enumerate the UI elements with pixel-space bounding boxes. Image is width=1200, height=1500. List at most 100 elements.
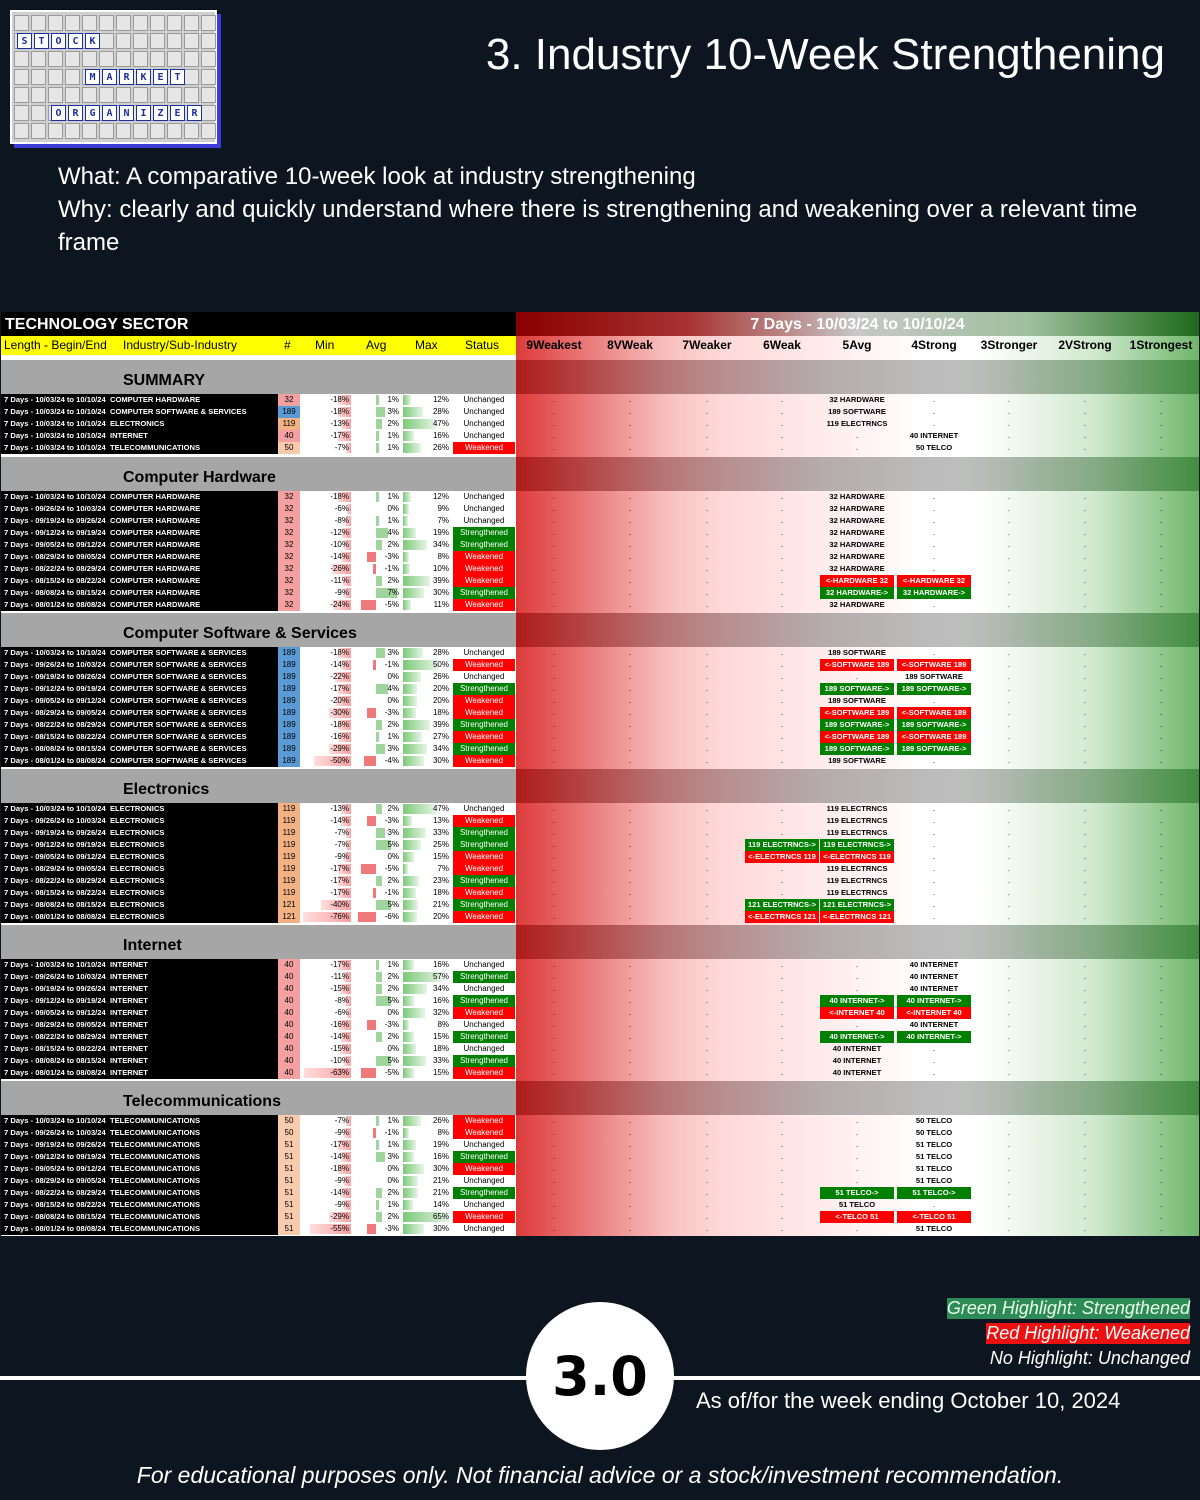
row-status: Unchanged bbox=[463, 984, 505, 993]
min-bar bbox=[344, 852, 351, 862]
row-period: 7 Days - 10/03/24 to 10/10/24 ELECTRONIC… bbox=[1, 418, 278, 430]
empty-cell-dot: . bbox=[1083, 1152, 1087, 1161]
empty-cell-dot: . bbox=[1083, 564, 1087, 573]
empty-cell-dot: . bbox=[628, 564, 632, 573]
min-bar bbox=[337, 648, 351, 658]
empty-cell-dot: . bbox=[1007, 1188, 1011, 1197]
empty-cell-dot: . bbox=[1083, 516, 1087, 525]
row-period: 7 Days - 10/03/24 to 10/10/24 COMPUTER H… bbox=[1, 394, 278, 406]
empty-cell-dot: . bbox=[780, 564, 784, 573]
table-row: 7 Days - 09/05/24 to 09/12/24 COMPUTER S… bbox=[1, 695, 1199, 707]
empty-cell-dot: . bbox=[552, 900, 556, 909]
empty-cell-dot: . bbox=[705, 588, 709, 597]
empty-cell-dot: . bbox=[552, 1020, 556, 1029]
row-count: 51 bbox=[278, 1163, 300, 1175]
avg-value: 1% bbox=[387, 732, 399, 741]
row-count: 121 bbox=[278, 899, 300, 911]
avg-bar bbox=[376, 443, 379, 453]
section-header: SUMMARY bbox=[1, 360, 1199, 394]
strength-label: 40 INTERNET bbox=[909, 1020, 959, 1029]
row-min: -11% bbox=[301, 971, 351, 983]
logo-cell bbox=[167, 33, 182, 49]
row-count: 51 bbox=[278, 1151, 300, 1163]
empty-cell-dot: . bbox=[1007, 1152, 1011, 1161]
empty-cell-dot: . bbox=[628, 1176, 632, 1185]
empty-cell-dot: . bbox=[780, 1056, 784, 1065]
empty-cell-dot: . bbox=[1159, 888, 1163, 897]
empty-cell-dot: . bbox=[705, 552, 709, 561]
empty-cell-dot: . bbox=[552, 1068, 556, 1077]
empty-cell-dot: . bbox=[705, 443, 709, 452]
empty-cell-dot: . bbox=[552, 732, 556, 741]
empty-cell-dot: . bbox=[855, 1164, 859, 1173]
min-bar bbox=[337, 1164, 351, 1174]
row-max: 28% bbox=[401, 406, 451, 418]
empty-cell-dot: . bbox=[628, 443, 632, 452]
avg-value: -3% bbox=[384, 552, 399, 561]
empty-cell-dot: . bbox=[1007, 1068, 1011, 1077]
row-period: 7 Days - 08/29/24 to 09/05/24 TELECOMMUN… bbox=[1, 1175, 278, 1187]
min-bar bbox=[340, 552, 351, 562]
max-value: 7% bbox=[437, 516, 449, 525]
empty-cell-dot: . bbox=[1159, 804, 1163, 813]
row-max: 32% bbox=[401, 1007, 451, 1019]
row-period: 7 Days - 09/12/24 to 09/19/24 COMPUTER S… bbox=[1, 683, 278, 695]
strength-label: 32 HARDWARE bbox=[829, 540, 885, 549]
row-max: 47% bbox=[401, 418, 451, 430]
min-bar bbox=[303, 1068, 351, 1078]
empty-cell-dot: . bbox=[780, 720, 784, 729]
row-min: -14% bbox=[301, 1151, 351, 1163]
empty-cell-dot: . bbox=[1159, 996, 1163, 1005]
row-period: 7 Days - 10/03/24 to 10/10/24 INTERNET bbox=[1, 959, 278, 971]
empty-cell-dot: . bbox=[1159, 1212, 1163, 1221]
min-value: -9% bbox=[334, 588, 349, 597]
legend-red: Red Highlight: Weakened bbox=[986, 1323, 1190, 1344]
empty-cell-dot: . bbox=[552, 756, 556, 765]
empty-cell-dot: . bbox=[552, 744, 556, 753]
avg-bar bbox=[376, 984, 382, 994]
row-period: 7 Days - 08/01/24 to 08/08/24 COMPUTER S… bbox=[1, 755, 278, 767]
row-period: 7 Days - 08/15/24 to 08/22/24 COMPUTER H… bbox=[1, 575, 278, 587]
min-bar bbox=[345, 516, 351, 526]
empty-cell-dot: . bbox=[628, 732, 632, 741]
row-min: -22% bbox=[301, 671, 351, 683]
row-max: 18% bbox=[401, 1043, 451, 1055]
avg-value: 5% bbox=[387, 996, 399, 1005]
section-header: Telecommunications bbox=[1, 1081, 1199, 1115]
max-bar bbox=[403, 1056, 427, 1066]
table-row: 7 Days - 10/03/24 to 10/10/24 COMPUTER S… bbox=[1, 647, 1199, 659]
max-value: 15% bbox=[432, 1068, 449, 1077]
row-status: Unchanged bbox=[463, 395, 505, 404]
strength-label: <-INTERNET 40 bbox=[897, 1007, 971, 1019]
row-status: Weakened bbox=[453, 1127, 515, 1139]
empty-cell-dot: . bbox=[705, 1128, 709, 1137]
row-max: 26% bbox=[401, 671, 451, 683]
max-value: 32% bbox=[432, 1008, 449, 1017]
max-bar bbox=[403, 900, 418, 910]
avg-bar bbox=[376, 648, 385, 658]
max-value: 30% bbox=[432, 1164, 449, 1173]
avg-value: 0% bbox=[387, 1164, 399, 1173]
min-value: -14% bbox=[330, 1188, 349, 1197]
avg-value: 2% bbox=[387, 984, 399, 993]
strength-label: 32 HARDWARE bbox=[829, 395, 885, 404]
row-status: Weakened bbox=[453, 815, 515, 827]
max-value: 18% bbox=[432, 888, 449, 897]
empty-cell-dot: . bbox=[705, 1224, 709, 1233]
logo-cell bbox=[82, 123, 97, 139]
row-min: -14% bbox=[301, 659, 351, 671]
empty-cell-dot: . bbox=[1159, 732, 1163, 741]
row-avg: 0% bbox=[351, 695, 401, 707]
empty-cell-dot: . bbox=[780, 528, 784, 537]
max-value: 15% bbox=[432, 852, 449, 861]
avg-bar bbox=[376, 1116, 379, 1126]
empty-cell-dot: . bbox=[1159, 720, 1163, 729]
empty-cell-dot: . bbox=[552, 672, 556, 681]
empty-cell-dot: . bbox=[1159, 528, 1163, 537]
empty-cell-dot: . bbox=[552, 1212, 556, 1221]
table-row: 7 Days - 09/12/24 to 09/19/24 COMPUTER S… bbox=[1, 683, 1199, 695]
row-count: 51 bbox=[278, 1175, 300, 1187]
logo-cell bbox=[48, 69, 63, 85]
empty-cell-dot: . bbox=[628, 960, 632, 969]
row-avg: 1% bbox=[351, 959, 401, 971]
